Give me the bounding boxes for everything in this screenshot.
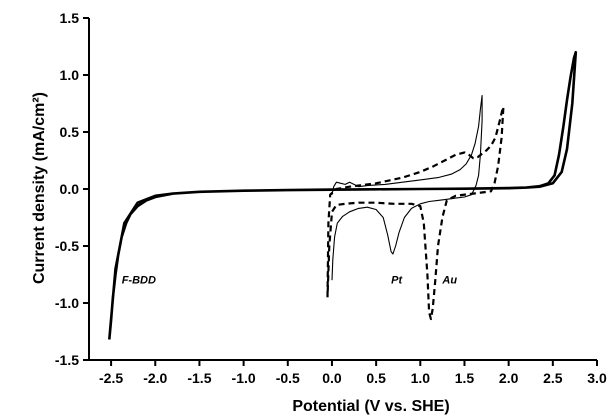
y-tick-label: 1.0 [60,67,80,83]
series-layer [108,50,578,340]
x-tick-label: -2.0 [143,370,167,386]
x-tick-label: 1.5 [455,370,475,386]
y-tick-label: 1.5 [60,10,80,26]
annotation-label: Pt [391,275,403,287]
y-tick-label: -1.0 [55,295,79,311]
x-tick-label: 2.0 [499,370,519,386]
axis-ticks: -2.5 -2.0 -1.5 -1.0 -0.5 0.0 0.5 1.0 1.5 2.0 2.5 3.… [55,10,607,386]
x-tick-label: 1.0 [411,370,431,386]
x-tick-label: -1.5 [187,370,211,386]
series-line-au [326,105,505,321]
x-tick-label: 2.5 [543,370,563,386]
y-tick-label: 0.0 [60,181,80,197]
series-line-pt [331,94,483,281]
x-axis-label: Potential (V vs. SHE) [292,398,449,415]
y-axis-label: Current density (mA/cm²) [31,92,48,284]
x-tick-label: -0.5 [276,370,300,386]
x-tick-label: -1.0 [232,370,256,386]
y-tick-label: 0.5 [60,124,80,140]
annotation-label: F-BDD [122,275,156,287]
x-tick-label: 0.0 [322,370,342,386]
series-line-f-bdd [108,50,578,340]
x-tick-label: -2.5 [99,370,123,386]
annotations: F-BDD Pt Au [122,275,458,287]
annotation-label: Au [441,275,457,287]
x-tick-label: 0.5 [366,370,386,386]
y-tick-label: -0.5 [55,238,79,254]
y-tick-label: -1.5 [55,352,79,368]
x-tick-label: 3.0 [587,370,607,386]
